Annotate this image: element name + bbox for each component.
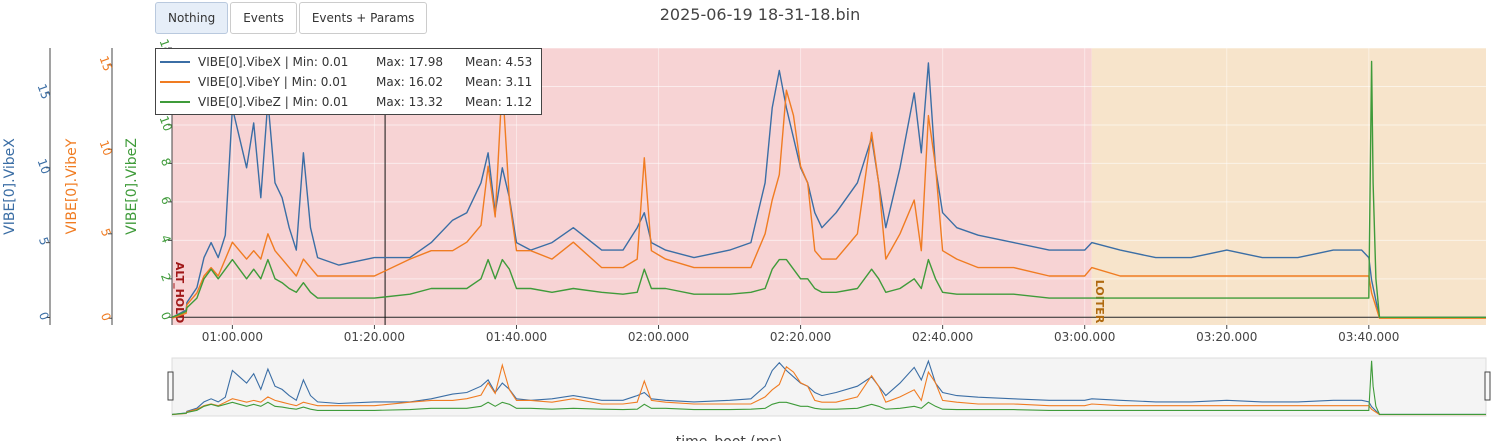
legend-mean-vibey: Mean: 3.11 — [465, 75, 533, 89]
legend-max-vibez: Max: 13.32 — [376, 95, 444, 109]
x-tick-label-4: 02:20.000 — [770, 330, 831, 344]
legend-swatch-vibey — [160, 81, 190, 83]
legend-max-vibex: Max: 17.98 — [376, 55, 444, 69]
x-tick-label-5: 02:40.000 — [912, 330, 973, 344]
y-tick-label-1-0: 0 — [98, 311, 114, 323]
series-line-2 — [171, 60, 1486, 318]
y-axis-title-0: VIBE[0].VibeX — [2, 138, 18, 235]
legend-name-vibez: VIBE[0].VibeZ | Min: 0.01 — [198, 95, 349, 109]
legend-item-vibez[interactable]: VIBE[0].VibeZ | Min: 0.01 Max: 13.32 Mea… — [160, 93, 532, 111]
y-axis-title-2: VIBE[0].VibeZ — [124, 138, 140, 235]
y-tick-label-2-1: 2 — [158, 271, 174, 283]
y-tick-label-2-5: 10 — [157, 114, 175, 133]
mode-label-0: ALT_HOLD — [173, 262, 186, 323]
y-tick-label-0-1: 5 — [36, 235, 52, 247]
x-tick-label-1: 01:20.000 — [344, 330, 405, 344]
legend-mean-vibex: Mean: 4.53 — [465, 55, 533, 69]
nothing-button[interactable]: Nothing — [155, 2, 229, 34]
legend-name-vibey: VIBE[0].VibeY | Min: 0.01 — [198, 75, 348, 89]
y-tick-label-0-2: 10 — [35, 157, 53, 176]
legend: VIBE[0].VibeX | Min: 0.01 Max: 17.98 Mea… — [155, 48, 542, 115]
mode-region-1 — [1091, 48, 1486, 325]
series-line-0 — [171, 62, 1486, 319]
range-slider-series-1 — [171, 362, 1486, 416]
range-slider-series-0 — [171, 359, 1486, 415]
x-tick-label-6: 03:00.000 — [1054, 330, 1115, 344]
mode-label-1: LOITER — [1093, 280, 1106, 324]
x-tick-label-3: 02:00.000 — [628, 330, 689, 344]
x-tick-label-2: 01:40.000 — [486, 330, 547, 344]
legend-swatch-vibez — [160, 101, 190, 103]
x-axis-title: time_boot (ms) — [676, 434, 782, 441]
x-tick-label-7: 03:20.000 — [1196, 330, 1257, 344]
plot-title: 2025-06-19 18-31-18.bin — [659, 5, 861, 24]
legend-mean-vibez: Mean: 1.12 — [465, 95, 533, 109]
legend-swatch-vibex — [160, 61, 190, 63]
event-mode-toolbar: Nothing Events Events + Params — [155, 2, 429, 34]
y-tick-label-1-1: 5 — [98, 226, 114, 238]
range-slider-handle-right[interactable] — [1484, 371, 1491, 401]
series-line-1 — [171, 81, 1486, 319]
legend-item-vibex[interactable]: VIBE[0].VibeX | Min: 0.01 Max: 17.98 Mea… — [160, 53, 532, 71]
y-tick-label-1-2: 10 — [97, 138, 115, 157]
legend-name-vibex: VIBE[0].VibeX | Min: 0.01 — [198, 55, 349, 69]
y-tick-label-2-4: 8 — [158, 156, 174, 168]
legend-max-vibey: Max: 16.02 — [376, 75, 444, 89]
events-params-button[interactable]: Events + Params — [298, 2, 428, 34]
y-tick-label-2-3: 6 — [158, 195, 174, 207]
y-axis-title-1: VIBE[0].VibeY — [64, 138, 80, 234]
x-tick-label-8: 03:40.000 — [1338, 330, 1399, 344]
y-tick-label-0-0: 0 — [36, 310, 52, 322]
y-tick-label-2-0: 0 — [158, 310, 174, 322]
y-tick-label-2-2: 4 — [158, 233, 174, 245]
legend-item-vibey[interactable]: VIBE[0].VibeY | Min: 0.01 Max: 16.02 Mea… — [160, 73, 532, 91]
y-tick-label-1-3: 15 — [97, 54, 115, 73]
range-slider-series-2 — [171, 360, 1486, 415]
y-tick-label-0-3: 15 — [35, 82, 53, 101]
events-button[interactable]: Events — [230, 2, 297, 34]
range-slider-bg — [171, 357, 1487, 417]
range-slider-handle-left[interactable] — [167, 371, 174, 401]
x-tick-label-0: 01:00.000 — [202, 330, 263, 344]
